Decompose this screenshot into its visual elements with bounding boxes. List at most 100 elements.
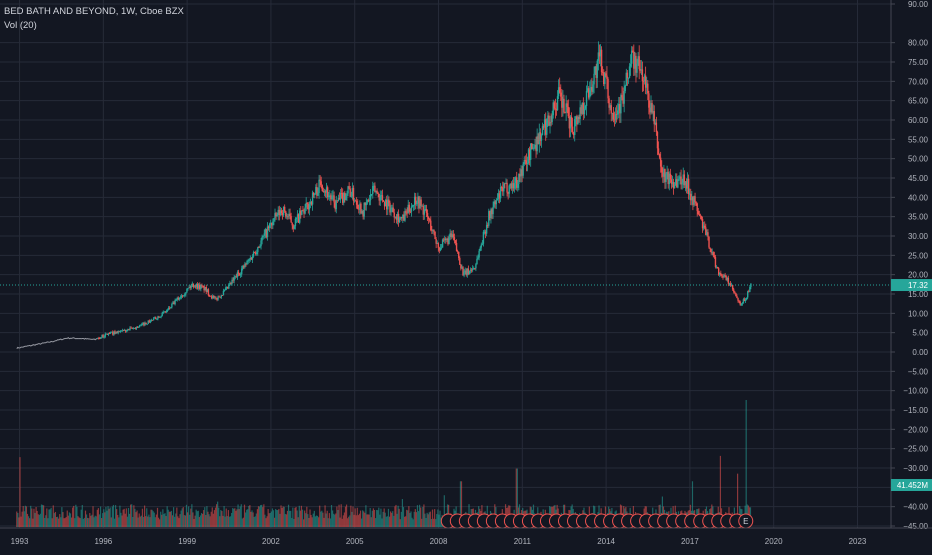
price-tick-label: 60.00 (908, 116, 929, 125)
volume-bar (406, 509, 408, 527)
candle-body (376, 190, 378, 193)
volume-bar (360, 518, 363, 527)
earnings-markers[interactable]: E (440, 513, 754, 529)
candle-body (450, 233, 452, 237)
volume-bar (359, 510, 362, 527)
volume-bar (163, 514, 165, 527)
candle-body (617, 110, 619, 115)
last-price-label: 17.32 (908, 281, 929, 290)
candle-body (500, 186, 503, 188)
candle-body (273, 218, 275, 222)
candle-body (304, 207, 306, 214)
volume-bar (301, 509, 304, 527)
volume-bar (48, 509, 50, 527)
volume-bar (459, 481, 462, 527)
candle-body (538, 132, 540, 145)
candle-body (520, 169, 522, 177)
candle-body (363, 202, 365, 217)
candle-body (608, 98, 610, 108)
candle-body (714, 257, 717, 268)
candle-body (649, 107, 651, 113)
candle-body (299, 210, 301, 223)
volume-bar (212, 513, 214, 527)
candle-body (401, 217, 403, 219)
volume-bar (661, 496, 663, 527)
time-axis[interactable]: 1993 1996 1999 2002 2005 2008 2011 2014 2017 2020… (0, 527, 932, 546)
candle-body (429, 219, 431, 221)
volume-bar (33, 508, 35, 527)
volume-indicator-label[interactable]: Vol (20) (4, 20, 37, 31)
candle-body (600, 49, 603, 73)
volume-bar (340, 504, 342, 527)
candle-body (319, 179, 321, 182)
candle-body (601, 72, 604, 73)
volume-bar (226, 516, 228, 527)
candle-body (353, 200, 356, 202)
candle-body (607, 78, 609, 99)
candle-body (592, 84, 594, 92)
candle-body (518, 173, 520, 184)
candle-body (310, 201, 313, 205)
candle-body (549, 121, 551, 126)
volume-bar (204, 507, 206, 527)
volume-bar (368, 514, 370, 527)
candle-body (293, 226, 296, 229)
candle-body (695, 202, 697, 204)
price-axis[interactable]: 90.00 80.00 75.00 70.00 65.00 60.00 55.00 50.00… (890, 0, 932, 531)
candle-body (527, 149, 530, 164)
volume-bar (239, 506, 241, 527)
candle-body (99, 338, 101, 340)
candle-body (112, 331, 114, 335)
candle-body (176, 297, 178, 300)
volume-bar (391, 512, 393, 527)
candle-body (728, 283, 731, 285)
candle-body (523, 160, 525, 165)
volume-bar (319, 505, 321, 527)
volume-bar (168, 511, 170, 527)
candle-body (181, 295, 184, 297)
candle-body (111, 331, 113, 333)
candle-body (105, 333, 108, 335)
candle-body (622, 97, 624, 104)
volume-bar (111, 506, 113, 527)
candle-body (207, 289, 210, 296)
candle-body (257, 247, 259, 253)
candle-body (449, 233, 451, 237)
volume-bar (81, 504, 83, 527)
candle-body (391, 207, 393, 209)
volume-bar (294, 507, 296, 527)
candle-body (381, 195, 384, 201)
volume-bar (186, 512, 189, 527)
candle-body (623, 90, 625, 104)
volume-bar (79, 518, 81, 527)
candle-body (524, 160, 527, 161)
volume-bar (178, 518, 180, 527)
candle-body (101, 334, 103, 338)
volume-bar (272, 510, 275, 527)
volume-bar (141, 508, 144, 527)
candle-body (492, 206, 494, 215)
volume-bar (256, 509, 258, 527)
time-tick-label: 2002 (262, 537, 280, 546)
volume-bar (155, 514, 158, 527)
candle-body (599, 49, 602, 57)
candle-body (652, 111, 654, 113)
volume-bar (365, 505, 367, 527)
candle-body (551, 115, 553, 122)
volume-bar (40, 504, 43, 527)
volume-bar (402, 507, 405, 527)
volume-bar (264, 514, 266, 527)
candle-body (596, 60, 598, 78)
candle-body (731, 285, 734, 290)
candle-body (558, 87, 561, 93)
candle-body (150, 319, 153, 322)
volume-bar (261, 504, 263, 527)
symbol-title[interactable]: BED BATH AND BEYOND, 1W, Cboe BZX (4, 6, 184, 17)
candle-body (402, 214, 404, 219)
candle-body (510, 183, 513, 189)
volume-bar (139, 516, 141, 527)
candle-body (165, 310, 168, 312)
candle-body (191, 283, 193, 286)
